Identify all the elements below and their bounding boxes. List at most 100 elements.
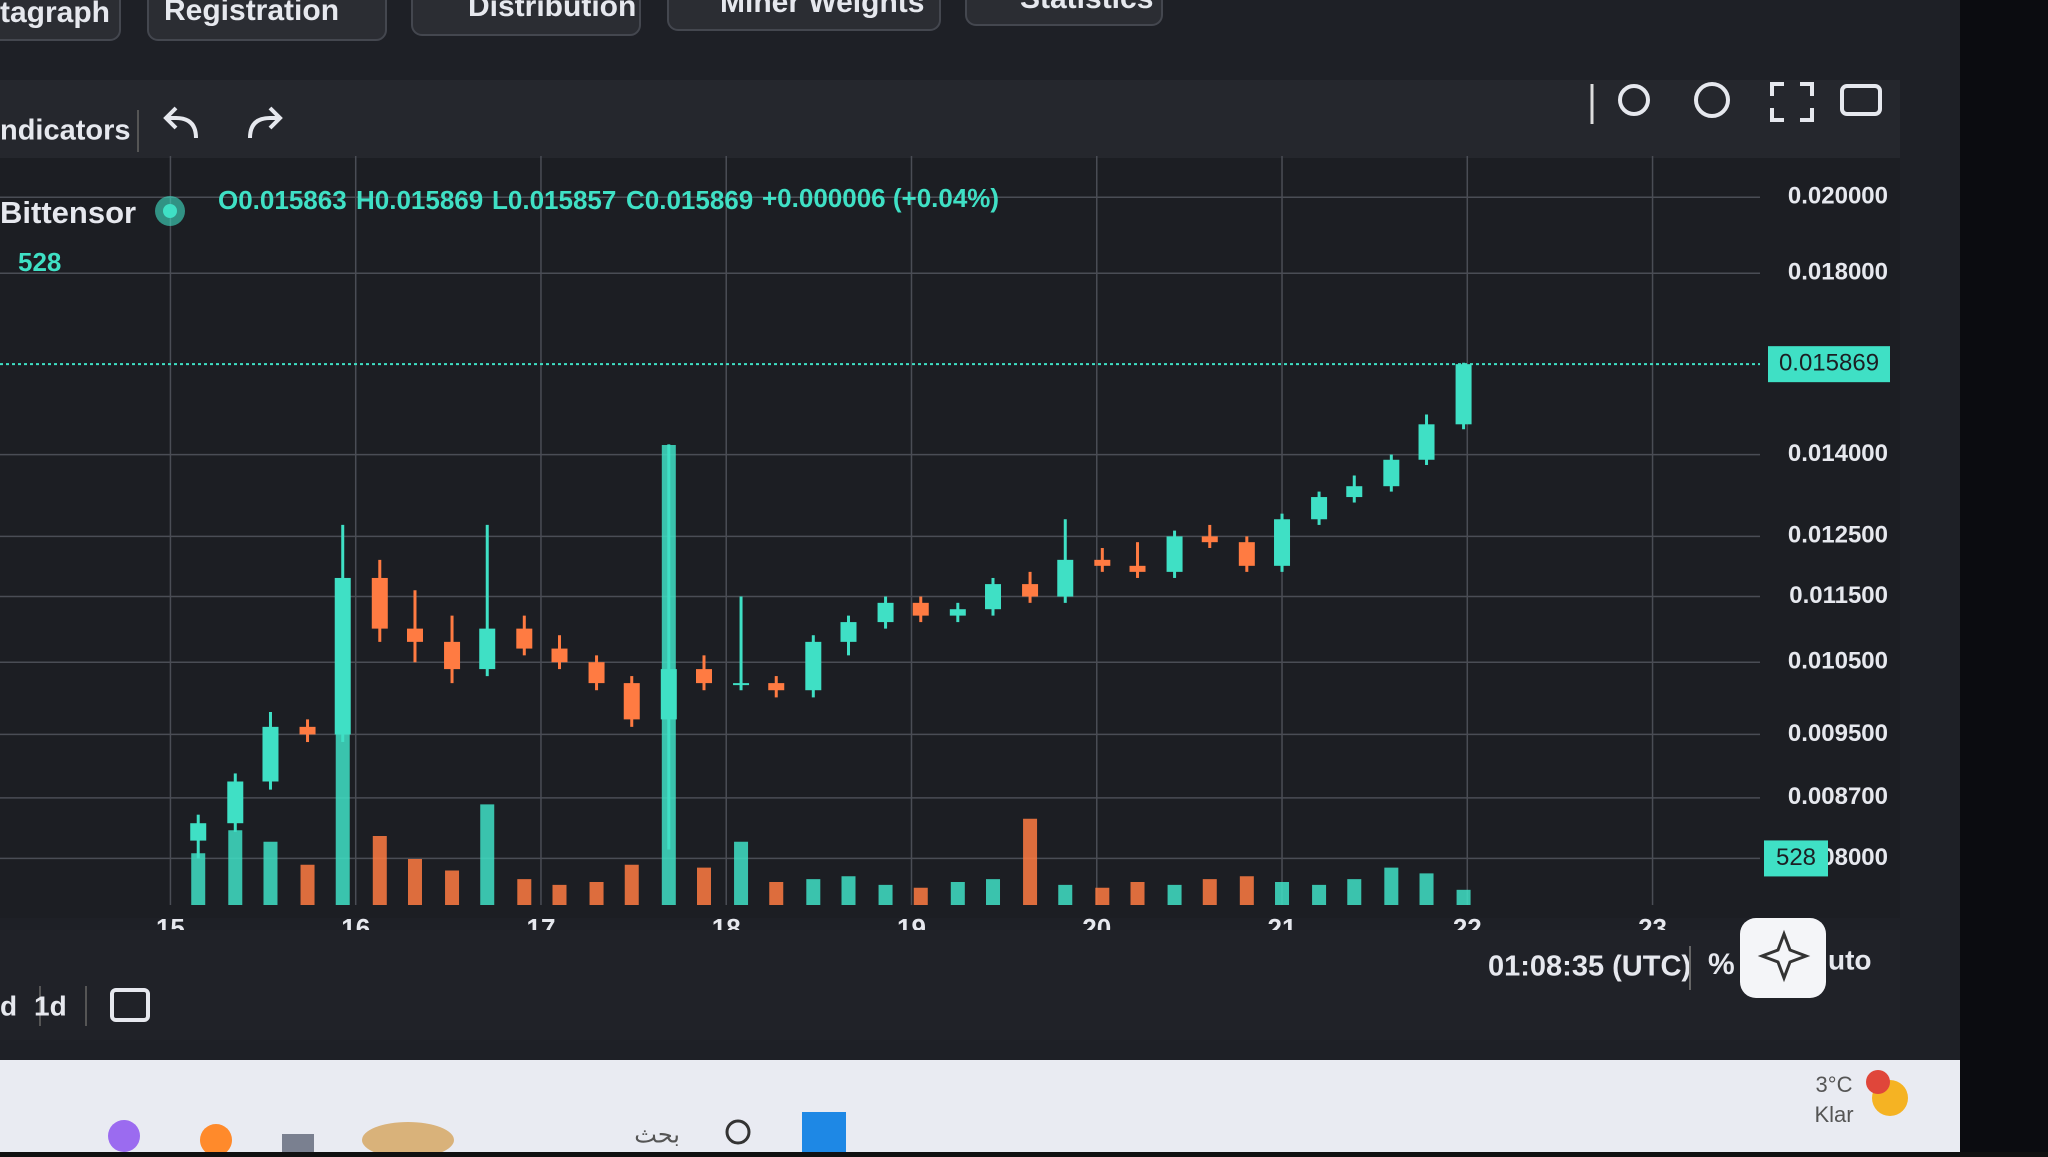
browser-icon[interactable]: [200, 1124, 232, 1156]
auto-toggle[interactable]: uto: [1828, 944, 1872, 975]
undo-icon[interactable]: [163, 106, 198, 139]
y-tick-label: 0.010500: [1788, 648, 1888, 675]
volume-bar: [480, 804, 495, 905]
y-tick-label: 0.009500: [1788, 720, 1888, 747]
candle-body: [588, 662, 605, 684]
settings-icon[interactable]: [1694, 82, 1730, 118]
chart: 0.020000 0.018000 0.014000 0.012500 0.011500…: [0, 156, 1890, 943]
candle-body: [877, 602, 894, 623]
volume-bar: [950, 882, 965, 905]
candle-body: [299, 726, 316, 735]
range-button[interactable]: 1d: [34, 990, 67, 1021]
candle-body: [949, 609, 966, 616]
volume-bar: [1058, 884, 1073, 905]
last-price-label: 0.015869: [1779, 350, 1879, 377]
y-tick-label: 0.018000: [1788, 259, 1888, 286]
legend-volume: 528: [18, 247, 61, 277]
bottom-bar: [0, 930, 1900, 1040]
volume-bar: [1456, 889, 1471, 905]
weather-status: Klar: [1814, 1102, 1853, 1127]
volume-bar: [1167, 884, 1182, 905]
volume-label: 528: [1776, 844, 1816, 871]
candle-body: [1094, 559, 1111, 566]
candle-body: [985, 584, 1002, 610]
search-box[interactable]: بحث: [634, 1121, 680, 1148]
tab-label[interactable]: Statistics: [1020, 0, 1153, 15]
candle-body: [1311, 497, 1328, 520]
candle-body: [1129, 565, 1146, 572]
notification-badge: [1866, 1070, 1890, 1094]
candle-body: [733, 683, 750, 686]
redo-icon[interactable]: [248, 106, 283, 139]
app-icon[interactable]: [282, 1134, 314, 1154]
volume-bar: [913, 887, 928, 905]
candle-body: [1057, 559, 1074, 597]
volume-bar: [589, 882, 604, 905]
tab[interactable]: [0, 0, 121, 41]
candle-body: [406, 628, 423, 642]
volume-bar: [624, 864, 639, 905]
y-tick-label: 0.011500: [1789, 582, 1888, 609]
candle-body: [516, 628, 533, 649]
candle-body: [551, 648, 568, 663]
camera-icon[interactable]: [1840, 84, 1882, 116]
volume-bar: [228, 830, 243, 905]
volume-tag: [1764, 840, 1828, 877]
symbol-name: Bittensor: [0, 195, 136, 230]
candle-body: [1022, 584, 1039, 597]
volume-bar: [1275, 882, 1290, 905]
candle-body: [1383, 459, 1400, 487]
range-button[interactable]: d: [0, 990, 17, 1021]
legend-high: H0.015869: [356, 185, 483, 215]
tab-label[interactable]: tagraph: [0, 0, 110, 29]
calendar-icon[interactable]: [110, 988, 150, 1022]
legend-close: C0.015869: [626, 185, 753, 215]
candle-body: [262, 726, 279, 782]
candle-body: [1346, 486, 1363, 498]
y-tick-label: 0.020000: [1788, 183, 1888, 210]
status-dot: [163, 204, 177, 218]
last-price-tag: [1768, 346, 1890, 383]
volume-bar: [445, 870, 460, 905]
percent-toggle[interactable]: %: [1708, 948, 1735, 981]
app-icon[interactable]: [108, 1120, 140, 1152]
tab-label[interactable]: Registration: [164, 0, 339, 27]
search-icon[interactable]: [725, 1119, 751, 1145]
candle-body: [1455, 364, 1472, 425]
candle-body: [334, 577, 351, 735]
candle-body: [227, 781, 244, 824]
volume-bar: [1312, 884, 1327, 905]
volume-bar: [697, 867, 711, 905]
tab[interactable]: [147, 0, 387, 41]
toolbar: [0, 80, 1900, 158]
candle-body: [1166, 536, 1183, 572]
volume-bar: [407, 859, 422, 905]
volume-bar: [986, 879, 1001, 905]
volume-bar: [300, 864, 315, 905]
volume-bar: [1384, 867, 1399, 905]
volume-bar: [1023, 818, 1038, 905]
start-button[interactable]: [802, 1112, 846, 1152]
volume-bar: [806, 879, 821, 905]
indicators-button[interactable]: ndicators: [0, 115, 131, 147]
app-icon[interactable]: [362, 1122, 454, 1157]
tab[interactable]: [667, 0, 941, 31]
zoom-icon[interactable]: [1618, 84, 1650, 116]
tab-label[interactable]: Distribution: [468, 0, 636, 23]
fullscreen-icon[interactable]: [1770, 82, 1814, 122]
candle-body: [1201, 536, 1218, 543]
candle-body: [768, 683, 785, 691]
candle-body: [840, 622, 857, 642]
temperature: 3°C: [1816, 1072, 1853, 1097]
assistant-button[interactable]: [1740, 918, 1826, 998]
y-tick-label: 0.014000: [1788, 440, 1888, 467]
tab[interactable]: [965, 0, 1163, 26]
volume-bar: [878, 884, 893, 905]
volume-bar: [841, 876, 856, 905]
volume-bar: [1202, 879, 1217, 905]
tab[interactable]: [411, 0, 641, 36]
tab-label[interactable]: Miner Weights: [720, 0, 924, 19]
candle-body: [623, 683, 640, 720]
y-tick-label: 0.008700: [1788, 783, 1888, 810]
legend-low: L0.015857: [492, 185, 616, 215]
